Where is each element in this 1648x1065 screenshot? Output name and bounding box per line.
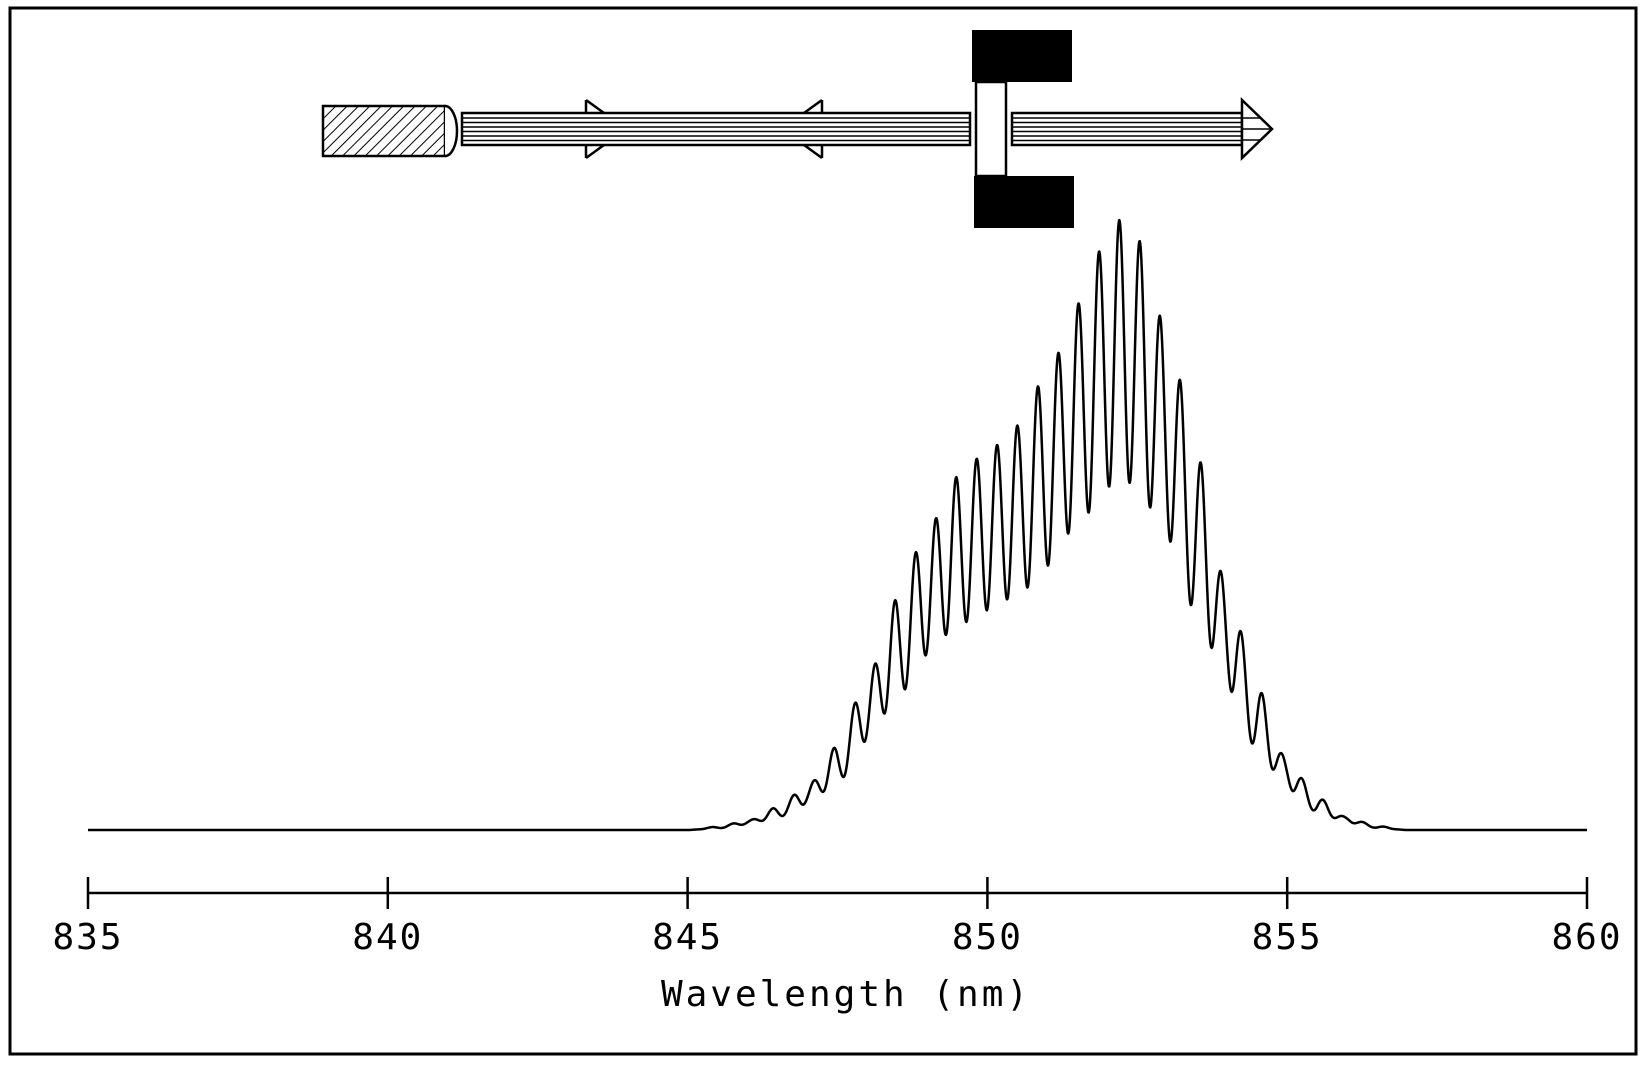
laser-diode-icon [321,104,447,158]
x-tick-label: 840 [352,917,423,958]
output-beam-arrow-icon [1010,97,1274,161]
plot-frame [8,6,1638,1056]
etalon-cavity-icon [972,30,1074,228]
forward-arrow-marker-icon [584,98,605,160]
x-tick-label: 835 [52,917,123,958]
fiber-beam [460,111,972,147]
x-ticks: 835 840 845 850 855 860 [52,877,1622,958]
x-tick-label: 845 [652,917,723,958]
x-tick-label: 855 [1252,917,1323,958]
backward-arrow-marker-icon [803,98,824,160]
x-tick-label: 850 [952,917,1023,958]
spectrum-series-line [87,218,1588,832]
x-axis-label: Wavelength (nm) [661,974,1031,1015]
x-axis: 835 840 845 850 855 860 [52,877,1622,958]
laser-lens-icon [444,104,459,158]
x-tick-label: 860 [1551,917,1622,958]
optical-schematic [321,30,1274,228]
